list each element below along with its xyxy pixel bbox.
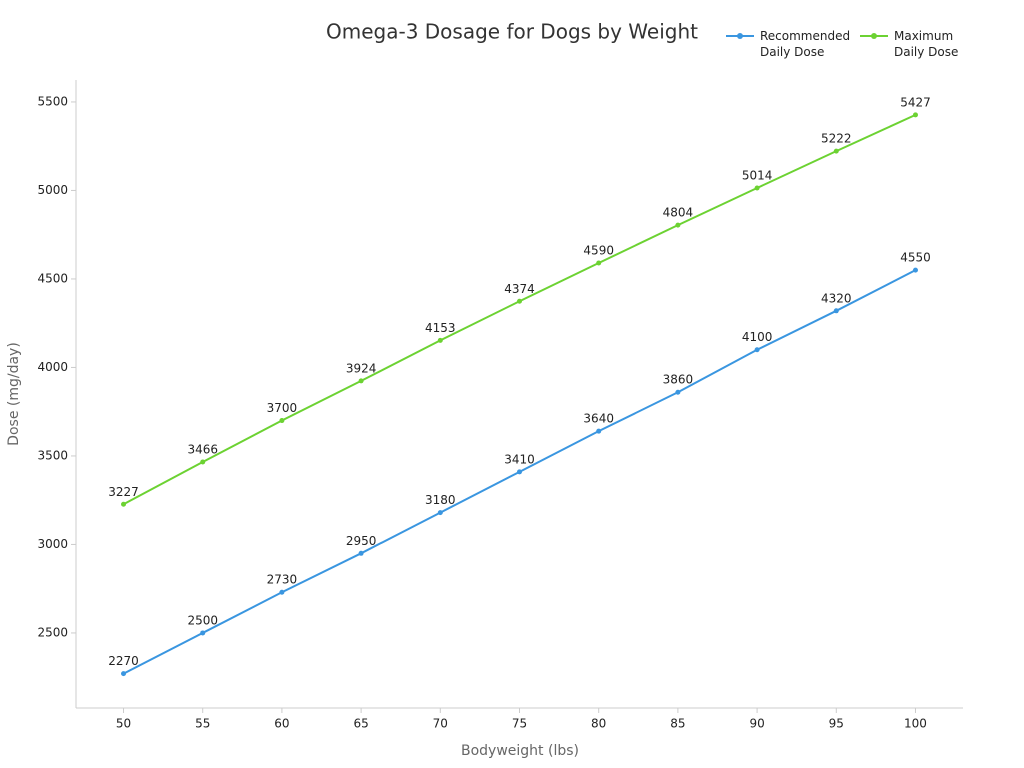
data-point [121,501,127,507]
y-axis-label: Dose (mg/day) [6,342,22,446]
data-label: 3860 [663,373,694,387]
data-label: 5427 [900,95,931,109]
x-tick-label: 75 [512,717,527,731]
legend-swatch [860,28,888,44]
data-label: 4550 [900,251,931,265]
x-axis-label: Bodyweight (lbs) [461,743,579,759]
data-label: 4590 [583,244,614,258]
data-label: 4320 [821,291,852,305]
x-tick-label: 80 [591,717,606,731]
data-label: 3640 [583,412,614,426]
legend-label: Maximum Daily Dose [894,29,959,59]
data-label: 4153 [425,321,456,335]
data-point [675,389,681,395]
data-label: 3227 [108,485,139,499]
data-label: 5222 [821,132,852,146]
data-point [358,550,364,556]
data-point [279,418,285,424]
legend-item: Maximum Daily Dose [860,28,964,60]
data-label: 2730 [267,573,298,587]
y-tick-label: 3500 [37,448,68,462]
x-tick-label: 100 [904,717,927,731]
y-tick-label: 4000 [37,360,68,374]
data-point [675,222,681,228]
legend-item: Recommended Daily Dose [726,28,860,60]
data-point [517,469,522,475]
data-point [200,630,206,636]
data-label: 2500 [187,613,218,627]
legend-swatch [726,28,754,44]
x-tick-label: 50 [116,717,131,731]
data-label: 4100 [742,330,773,344]
data-label: 4374 [504,282,535,296]
data-point [517,298,522,304]
data-point [912,112,918,118]
data-point [596,428,602,434]
y-tick-label: 5500 [37,94,68,108]
chart-title: Omega-3 Dosage for Dogs by Weight [326,20,698,44]
data-point [279,589,285,595]
data-point [437,510,443,516]
data-label: 3180 [425,493,456,507]
x-tick-label: 60 [274,717,289,731]
x-tick-label: 85 [670,717,685,731]
y-tick-label: 4500 [37,271,68,285]
x-tick-label: 70 [433,717,448,731]
x-tick-label: 65 [353,717,368,731]
x-tick-label: 55 [195,717,210,731]
data-point [912,267,918,273]
legend: Recommended Daily Dose Maximum Daily Dose [726,28,964,60]
x-tick-label: 90 [749,717,764,731]
data-label: 2950 [346,534,377,548]
data-label: 5014 [742,168,773,182]
data-label: 3700 [267,401,298,415]
data-point [121,671,127,677]
data-label: 3410 [504,452,535,466]
data-point [833,148,839,154]
data-label: 3924 [346,361,377,375]
data-label: 4804 [663,206,694,220]
series-line [123,113,916,506]
data-label: 2270 [108,654,139,668]
data-point [833,308,839,314]
data-label: 3466 [187,442,218,456]
data-point [358,378,364,384]
data-point [596,260,602,266]
y-tick-label: 3000 [37,537,68,551]
data-point [200,459,206,465]
y-tick-label: 5000 [37,183,68,197]
data-point [754,347,760,353]
data-point [754,185,760,191]
data-point [437,337,443,343]
x-tick-label: 95 [829,717,844,731]
legend-label: Recommended Daily Dose [760,29,851,59]
y-tick-label: 2500 [37,625,68,639]
